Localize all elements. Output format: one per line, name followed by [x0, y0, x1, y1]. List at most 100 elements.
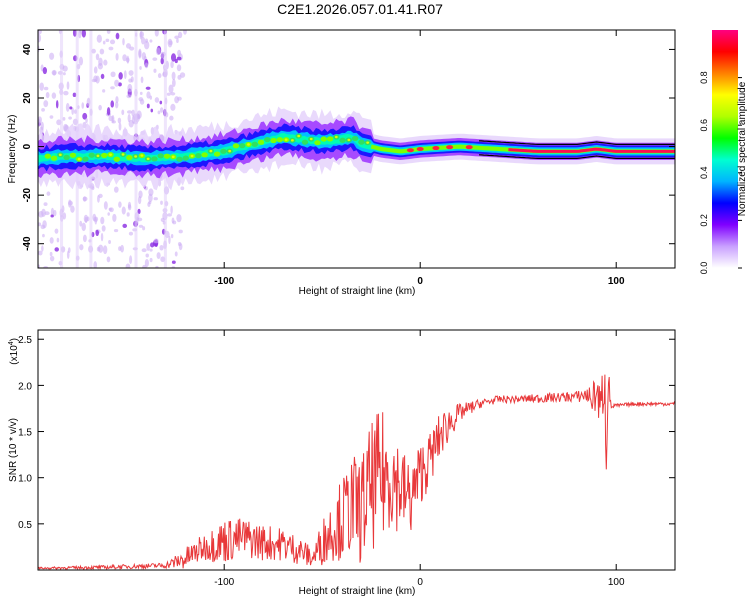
- snr-ticks: -100 0 100 0.5 1.0 1.5 2.0 2.5: [18, 330, 675, 588]
- spectrogram-band-edge: [478, 140, 675, 145]
- colorbar-gradient: [712, 30, 738, 268]
- spectrogram-noise-blob: [154, 97, 160, 103]
- colorbar-label: Normalized spectral amplitude: [737, 81, 748, 216]
- spectrogram-noise-blob: [159, 107, 164, 113]
- spectrogram-noise-blob: [160, 200, 163, 205]
- spectrogram-peak-core: [171, 155, 175, 159]
- spectrogram-noise-blob: [170, 234, 174, 239]
- spectrogram-peak: [264, 136, 271, 143]
- spectrogram-noise-blob: [78, 56, 84, 66]
- spectrogram-peak: [270, 137, 277, 144]
- spectrogram-peak: [301, 139, 309, 145]
- spectrogram-noise-blob: [167, 213, 173, 217]
- colorbar-tick-label: 0.4: [699, 167, 709, 180]
- spectrogram-noise-blob: [160, 51, 165, 59]
- spectrogram-ytick-label: 0: [22, 143, 33, 149]
- spectrogram-noise-blob: [118, 72, 123, 80]
- spectrogram-noise-blob: [180, 186, 185, 191]
- spectrogram-noise-blob: [139, 91, 143, 96]
- spectrogram-noise-blob: [69, 106, 73, 110]
- spectrogram-peak: [358, 139, 365, 145]
- spectrogram-noise-blob: [49, 251, 53, 257]
- spectrogram-peak: [213, 151, 221, 157]
- spectrogram-peak-core: [190, 154, 194, 158]
- spectrogram-noise-blob: [40, 121, 44, 131]
- spectrogram-noise-blob: [43, 202, 48, 207]
- snr-line: [38, 374, 675, 570]
- spectrogram-peak: [63, 154, 70, 160]
- spectrogram-noise-blob: [108, 207, 112, 211]
- spectrogram-noise-blob: [38, 222, 42, 227]
- spectrogram-xtick-label: 0: [417, 276, 423, 287]
- spectrogram-noise-blob: [99, 48, 105, 55]
- spectrogram-peak-core: [297, 134, 301, 138]
- spectrogram-peak: [220, 148, 227, 154]
- spectrogram-red-spot: [465, 145, 473, 150]
- spectrogram-noise-blob: [170, 53, 177, 62]
- spectrogram-noise-blob: [79, 244, 84, 251]
- spectrogram-peak: [82, 156, 89, 162]
- spectrogram-heatmap: [38, 30, 675, 268]
- spectrogram-noise-blob: [115, 96, 119, 104]
- spectrogram-noise-blob: [102, 89, 106, 93]
- spectrogram-noise-blob: [93, 75, 98, 82]
- spectrogram-peak-core: [109, 153, 112, 156]
- spectrogram-noise-blob: [102, 40, 106, 45]
- spectrogram-noise-blob: [43, 100, 49, 108]
- spectrogram-noise-blob: [176, 38, 179, 44]
- spectrogram-noise-blob: [122, 37, 125, 46]
- spectrogram-noise-blob: [68, 116, 72, 120]
- spectrogram-noise-blob: [66, 81, 70, 90]
- spectrogram-noise-blob: [166, 92, 171, 96]
- spectrogram-noise-blob: [106, 107, 111, 116]
- spectrogram-noise-blob: [150, 108, 154, 113]
- spectrogram-noise-blob: [42, 233, 45, 238]
- spectrogram-noise-blob: [98, 244, 104, 253]
- spectrogram-noise-blob: [123, 70, 127, 80]
- spectrogram-peak: [69, 152, 77, 158]
- spectrogram-noise-blob: [93, 66, 98, 74]
- spectrogram-noise-blob: [71, 107, 74, 115]
- spectrogram-peak: [176, 156, 183, 162]
- spectrogram-noise-blob: [42, 220, 47, 229]
- spectrogram-peak: [151, 156, 158, 162]
- spectrogram-noise-blob: [100, 73, 105, 80]
- spectrogram-xlabel: Height of straight line (km): [299, 286, 416, 297]
- spectrogram-noise-blob: [140, 76, 144, 84]
- spectrogram-noise-blob: [110, 71, 116, 78]
- spectrogram-noise-blob: [108, 46, 114, 51]
- spectrogram-noise-blob: [49, 52, 55, 60]
- spectrogram-noise-blob: [171, 260, 176, 264]
- spectrogram-noise-blob: [78, 30, 82, 39]
- spectrogram-noise-blob: [82, 121, 87, 129]
- spectrogram-noise-blob: [149, 39, 153, 43]
- spectrogram-noise-blob: [54, 247, 60, 252]
- spectrogram-peak-core: [96, 154, 100, 158]
- spectrogram-noise-blob: [120, 244, 124, 253]
- spectrogram-noise-blob: [115, 101, 119, 109]
- spectrogram-peak-core: [58, 153, 62, 157]
- spectrogram-noise-blob: [108, 239, 111, 245]
- spectrogram-noise-blob: [56, 237, 60, 243]
- spectrogram-noise-blob: [106, 256, 111, 263]
- spectrogram-noise-blob: [144, 40, 150, 50]
- snr-xtick-label: 100: [608, 577, 625, 588]
- spectrogram-peak: [101, 152, 108, 158]
- spectrogram-peak-core: [134, 155, 138, 158]
- colorbar-tick-label: 0.6: [699, 119, 709, 132]
- spectrogram-noise-blob: [168, 235, 171, 245]
- spectrogram-noise-blob: [168, 40, 173, 46]
- spectrogram-noise-blob: [155, 47, 161, 56]
- spectrogram-peak: [113, 156, 120, 162]
- spectrogram-noise-blob: [62, 117, 66, 121]
- spectrogram-noise-blob: [160, 57, 164, 65]
- snr-ytick-label: 2.0: [18, 381, 32, 392]
- spectrogram-noise-blob: [101, 225, 106, 232]
- spectrogram-noise-blob: [50, 214, 54, 218]
- spectrogram-peak-core: [140, 154, 144, 157]
- spectrogram-noise-blob: [54, 228, 59, 234]
- spectrogram-noise-blob: [131, 109, 135, 117]
- spectrogram-peak: [182, 155, 189, 161]
- spectrogram-noise-blob: [110, 100, 115, 108]
- spectrogram-noise-blob: [38, 30, 42, 35]
